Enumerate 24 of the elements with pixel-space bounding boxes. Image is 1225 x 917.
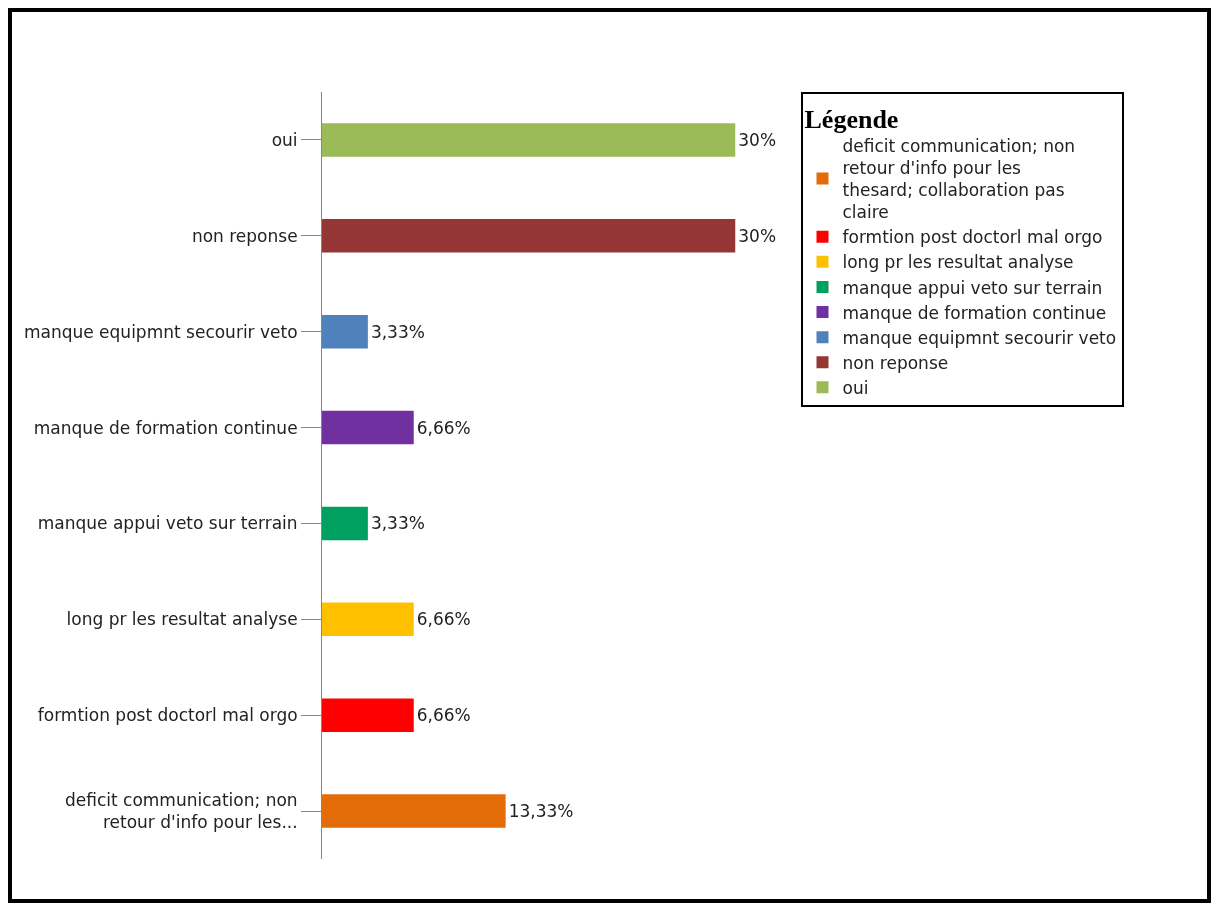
data-label: 30% — [738, 129, 777, 150]
legend-label: oui — [842, 377, 869, 398]
y-tick-label: manque de formation continue — [33, 417, 298, 438]
y-tick-label: formtion post doctorl mal orgo — [37, 705, 298, 726]
y-tick-label: manque appui veto sur terrain — [37, 513, 298, 534]
legend-label: manque equipmnt secourir veto — [842, 327, 1117, 348]
data-label: 6,66% — [416, 609, 471, 630]
legend-label: manque de formation continue — [842, 302, 1107, 323]
y-tick-label: oui — [271, 129, 298, 150]
legend-label: formtion post doctorl mal orgo — [842, 227, 1103, 248]
data-label: 6,66% — [416, 417, 471, 438]
data-label: 3,33% — [370, 321, 425, 342]
legend-title: Légende — [804, 104, 899, 134]
y-tick-label: manque equipmnt secourir veto — [23, 321, 298, 342]
y-tick-label: deficit communication; non retour d'info pour les... — [64, 789, 298, 833]
data-label: 3,33% — [370, 513, 425, 534]
data-label: 30% — [738, 225, 777, 246]
legend-label: manque appui veto sur terrain — [842, 277, 1103, 298]
legend-label: non reponse — [842, 352, 949, 373]
data-label: 13,33% — [508, 801, 574, 822]
legend-label: long pr les resultat analyse — [842, 252, 1074, 273]
y-tick-label: non reponse — [191, 225, 298, 246]
data-label: 6,66% — [416, 705, 471, 726]
y-tick-label: long pr les resultat analyse — [66, 609, 298, 630]
